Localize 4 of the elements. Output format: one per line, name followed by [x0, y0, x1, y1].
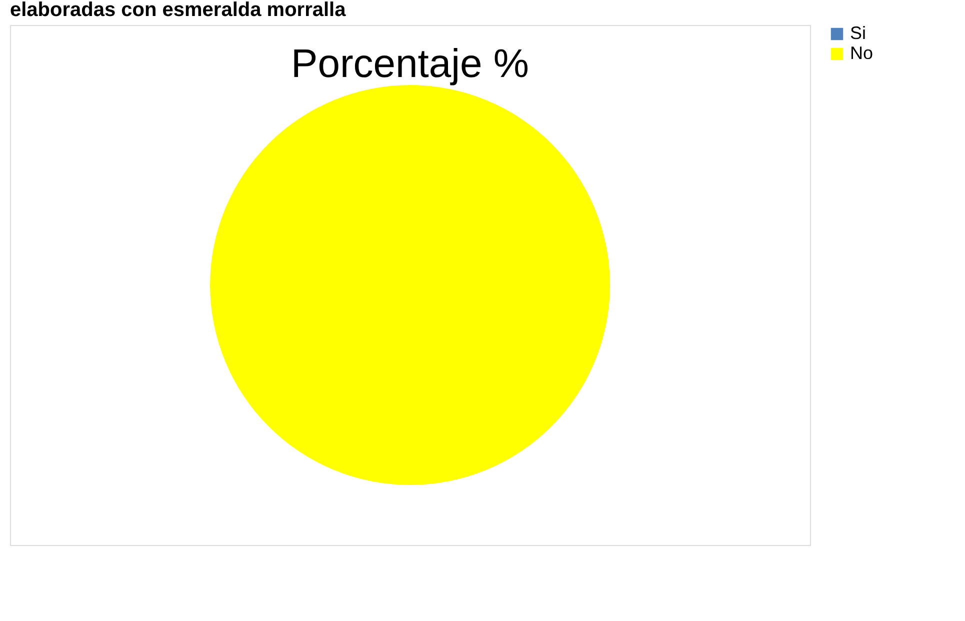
text: elaboradas con esmeralda morralla: [10, 0, 347, 21]
legend-label: No: [850, 43, 874, 63]
legend-label: Si: [850, 23, 866, 43]
chart-title: Porcentaje %: [291, 42, 529, 86]
